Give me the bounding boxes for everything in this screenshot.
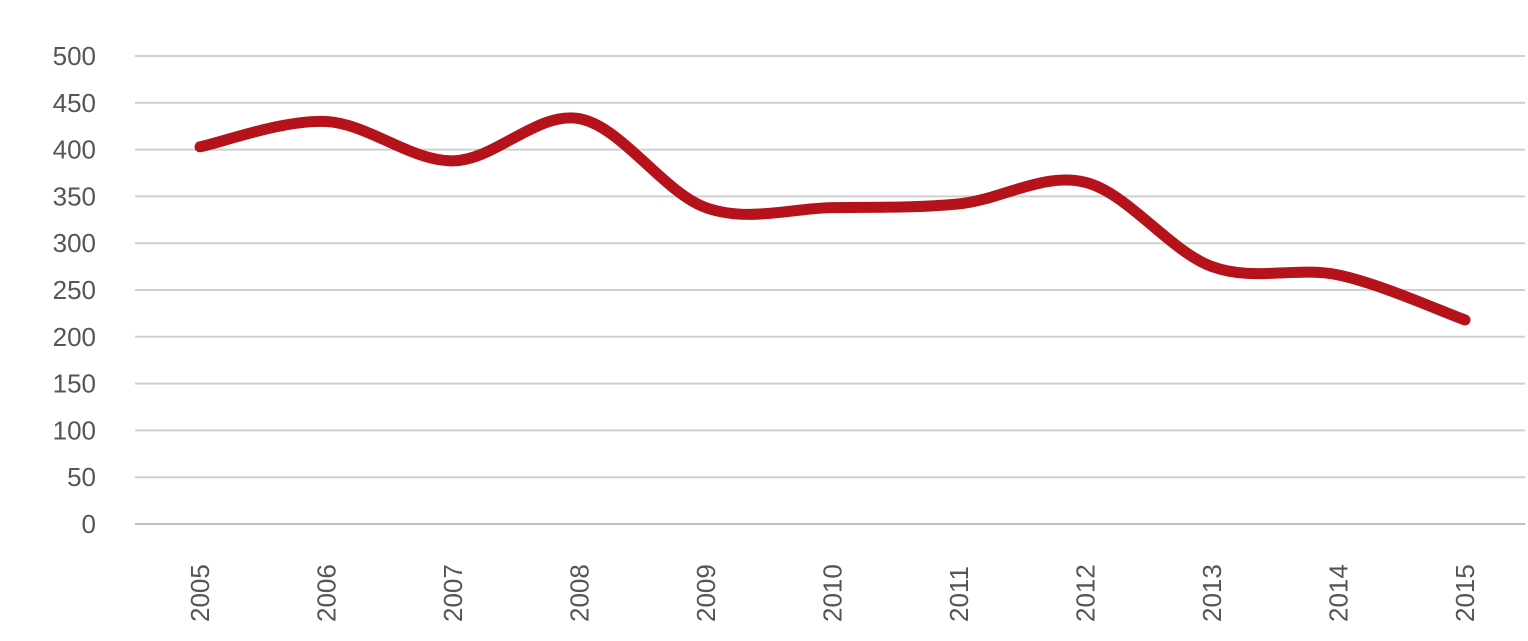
data-point-2009 <box>701 202 711 213</box>
series-layer <box>194 112 1471 326</box>
x-tick-label: 2010 <box>818 564 848 622</box>
y-tick-label: 50 <box>67 462 96 492</box>
x-tick-label: 2014 <box>1324 564 1354 622</box>
y-tick-label: 450 <box>53 88 96 118</box>
x-tick-label: 2009 <box>691 564 721 622</box>
gridlines <box>135 55 1525 525</box>
y-tick-label: 300 <box>53 228 96 258</box>
x-tick-label: 2007 <box>438 564 468 622</box>
x-tick-label: 2015 <box>1450 564 1480 622</box>
y-tick-label: 0 <box>82 509 96 539</box>
y-axis: 0 50 100 150 200 250 300 350 400 450 500 <box>53 41 96 539</box>
y-tick-label: 150 <box>53 369 96 399</box>
data-point-2005 <box>195 141 205 152</box>
x-tick-label: 2006 <box>312 564 342 622</box>
x-tick-label: 2005 <box>185 564 215 622</box>
data-point-2008 <box>574 113 585 124</box>
y-tick-label: 500 <box>53 41 96 71</box>
y-tick-label: 400 <box>53 135 96 165</box>
x-tick-label: 2011 <box>944 566 974 622</box>
data-point-2010 <box>827 202 838 213</box>
y-tick-label: 350 <box>53 181 96 211</box>
y-tick-label: 100 <box>53 415 96 445</box>
x-tick-label: 2012 <box>1071 564 1101 622</box>
data-point-2012 <box>1080 177 1091 188</box>
data-point-2015 <box>1460 314 1470 325</box>
data-point-2011 <box>954 198 964 209</box>
data-point-2013 <box>1207 261 1217 272</box>
x-axis: 2005 2006 2007 2008 2009 2010 2011 2012 2013 2014… <box>185 564 1480 622</box>
y-tick-label: 200 <box>53 322 96 352</box>
data-point-2006 <box>321 116 332 127</box>
data-point-2007 <box>448 155 458 166</box>
data-point-2014 <box>1333 270 1344 281</box>
x-tick-label: 2013 <box>1197 564 1227 622</box>
y-tick-label: 250 <box>53 275 96 305</box>
x-tick-label: 2008 <box>565 564 595 622</box>
